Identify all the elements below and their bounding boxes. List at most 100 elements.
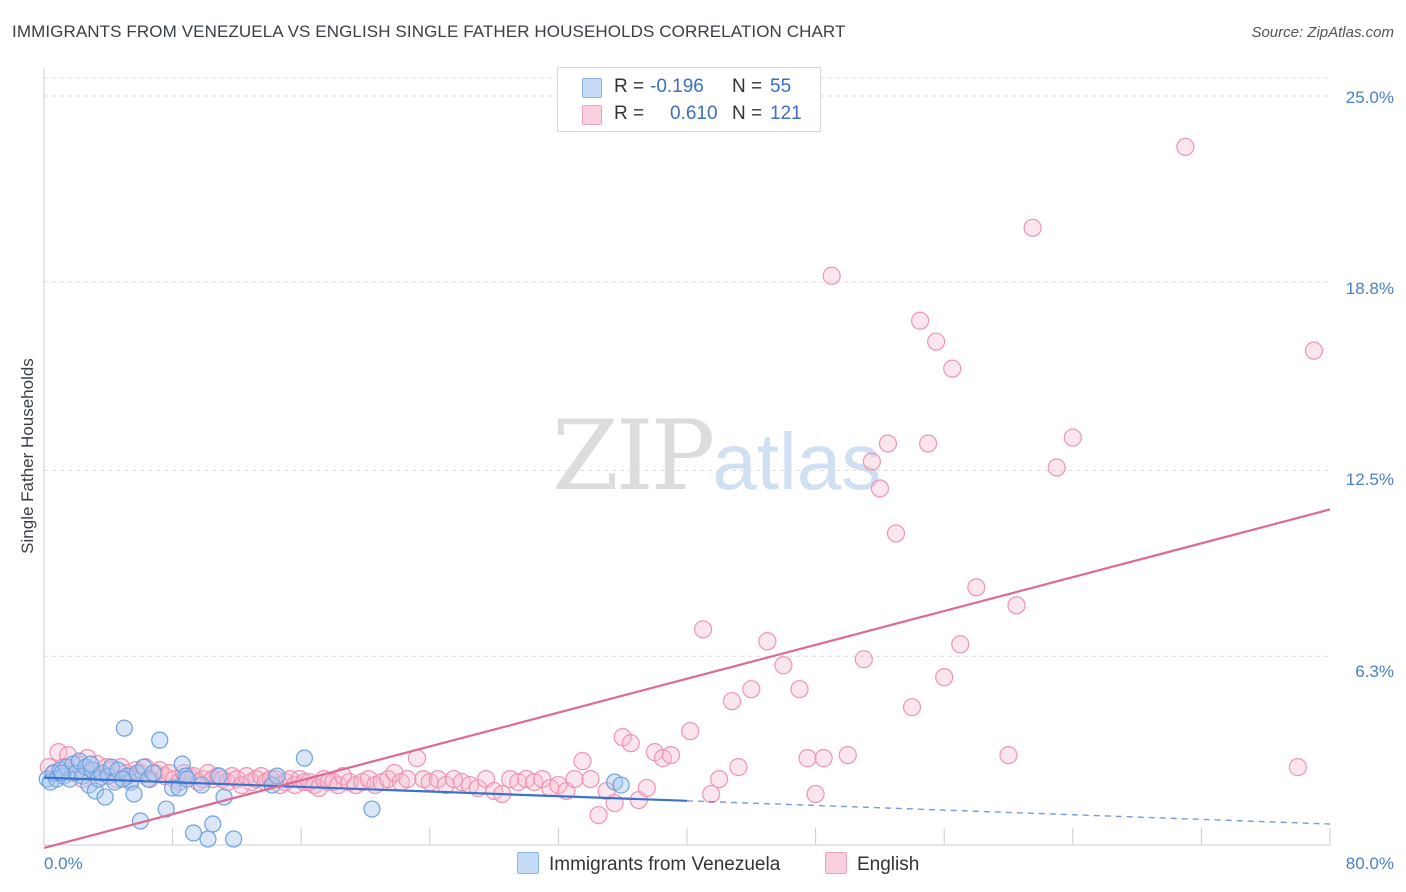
english-point-105	[681, 722, 700, 741]
english-points	[39, 137, 1324, 825]
english-point-112	[758, 632, 777, 651]
english-point-95	[589, 805, 608, 825]
bottom-legend-venezuela: Immigrants from Venezuela	[517, 852, 780, 876]
english-point-128	[927, 332, 946, 351]
venezuela-point-26	[125, 785, 143, 803]
legend-n-label: N =	[732, 103, 763, 124]
english-point-137	[1063, 428, 1082, 447]
english-point-129	[935, 668, 954, 687]
legend-n-value-venezuela: 55	[770, 76, 792, 97]
bottom-legend-label-venezuela: Immigrants from Venezuela	[549, 854, 781, 875]
venezuela-point-50	[612, 776, 630, 794]
y-tick-label-18-8: 18.8%	[1346, 279, 1394, 298]
english-point-134	[1007, 596, 1026, 615]
axis-ticks	[43, 828, 1331, 845]
chart-title: IMMIGRANTS FROM VENEZUELA VS ENGLISH SIN…	[12, 22, 846, 41]
legend-r-value-english: 0.610	[670, 103, 718, 124]
bottom-legend-swatch-pink	[825, 852, 847, 874]
english-point-109	[722, 692, 742, 711]
english-point-132	[967, 578, 986, 597]
english-point-122	[870, 479, 890, 498]
english-point-116	[806, 784, 825, 804]
y-tick-label-25-0: 25.0%	[1346, 88, 1394, 107]
legend-swatch-pink	[582, 105, 602, 125]
venezuela-point-53	[114, 770, 132, 788]
english-point-121	[862, 452, 881, 471]
source-label: Source: ZipAtlas.com	[1251, 24, 1394, 41]
venezuela-point-46	[268, 767, 286, 785]
english-point-94	[581, 769, 600, 789]
y-tick-label-6-3: 6.3%	[1355, 662, 1394, 681]
english-point-123	[878, 434, 898, 453]
x-tick-label-max: 80.0%	[1346, 854, 1394, 873]
y-tick-label-12-5: 12.5%	[1346, 470, 1394, 489]
venezuela-point-47	[295, 749, 314, 767]
english-point-110	[729, 758, 748, 777]
english-point-99	[621, 734, 640, 753]
bottom-legend-label-english: English	[857, 854, 920, 875]
english-point-119	[838, 746, 857, 765]
venezuela-point-37	[176, 767, 195, 785]
english-point-106	[693, 620, 713, 639]
english-point-59	[324, 772, 343, 792]
venezuela-point-34	[164, 779, 182, 797]
english-point-140	[1304, 341, 1324, 360]
english-point-125	[902, 698, 922, 717]
english-point-117	[814, 749, 833, 768]
english-trend-line	[43, 508, 1331, 850]
english-point-108	[710, 769, 729, 789]
venezuela-point-38	[184, 824, 203, 842]
venezuela-point-39	[192, 776, 211, 794]
trend-lines	[43, 508, 1331, 850]
english-point-131	[951, 635, 970, 654]
english-point-130	[943, 359, 962, 378]
venezuela-point-33	[157, 800, 175, 818]
english-point-113	[774, 656, 793, 675]
bottom-legend-swatch-blue	[517, 852, 539, 874]
venezuela-point-42	[210, 767, 228, 785]
venezuela-point-31	[144, 764, 162, 782]
venezuela-point-41	[204, 815, 222, 833]
venezuela-point-14	[83, 761, 101, 779]
english-point-139	[1288, 758, 1307, 777]
english-point-107	[702, 784, 721, 804]
english-point-127	[919, 434, 938, 453]
watermark-atlas: atlas	[712, 417, 882, 506]
gridlines	[44, 77, 1330, 657]
english-point-115	[798, 749, 817, 768]
venezuela-point-40	[199, 830, 217, 848]
watermark: ZIPatlas	[552, 400, 881, 512]
legend-swatch-blue	[582, 78, 602, 98]
venezuela-trend-line	[43, 776, 688, 802]
venezuela-point-52	[82, 755, 100, 773]
venezuela-point-18	[96, 788, 114, 806]
english-point-135	[1023, 218, 1042, 237]
english-point-111	[742, 680, 761, 699]
english-point-104	[661, 746, 681, 765]
english-point-124	[886, 524, 906, 543]
legend-n-label: N =	[732, 76, 763, 97]
english-point-126	[910, 311, 930, 330]
english-point-138	[1176, 137, 1195, 157]
venezuela-point-44	[225, 830, 243, 848]
venezuela-point-54	[178, 770, 196, 788]
bottom-legend-english: English	[825, 852, 919, 876]
english-point-92	[565, 769, 584, 789]
venezuela-point-48	[363, 800, 381, 818]
english-point-118	[822, 266, 841, 285]
venezuela-point-32	[151, 731, 169, 749]
venezuela-point-22	[109, 761, 127, 779]
legend-n-value-english: 121	[770, 103, 802, 124]
x-tick-label-min: 0.0%	[44, 854, 83, 873]
correlation-legend: R = -0.196 N = 55 R = 0.610 N = 121	[557, 67, 821, 132]
legend-r-value-venezuela: -0.196	[650, 76, 704, 97]
venezuela-point-23	[115, 719, 133, 737]
legend-r-label: R =	[614, 76, 645, 97]
watermark-zip: ZIP	[552, 400, 715, 512]
venezuela-trend-line-extrapolated	[686, 800, 1331, 825]
english-point-42	[242, 772, 261, 792]
english-point-101	[637, 778, 656, 798]
english-point-120	[854, 650, 873, 669]
legend-r-label: R =	[614, 103, 645, 124]
